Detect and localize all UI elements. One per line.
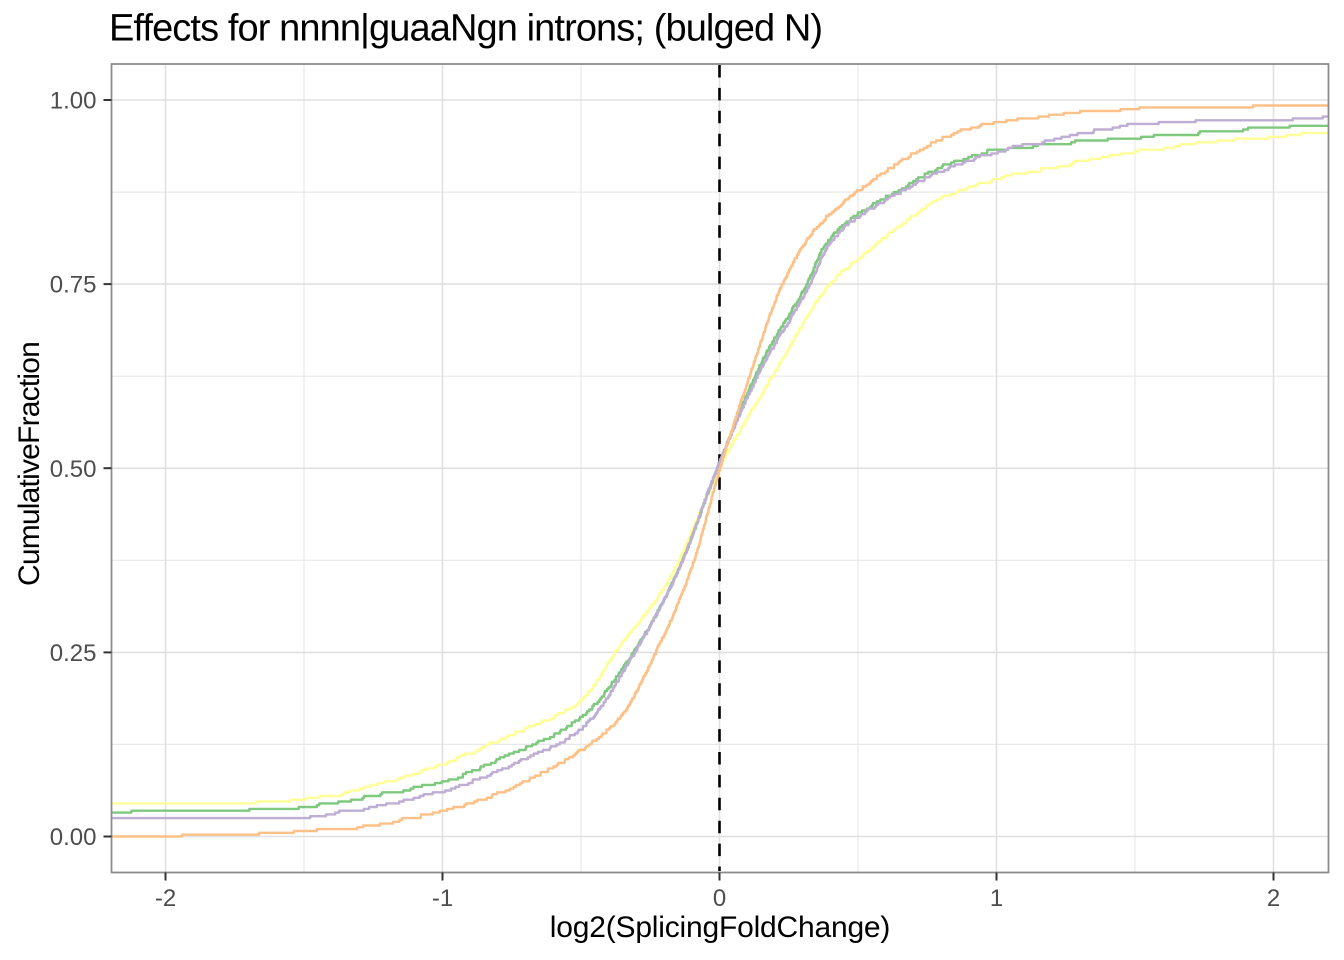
svg-text:-1: -1 — [432, 885, 453, 912]
svg-text:0: 0 — [713, 885, 726, 912]
svg-text:-2: -2 — [155, 885, 176, 912]
svg-text:0.50: 0.50 — [50, 456, 97, 483]
svg-text:0.75: 0.75 — [50, 272, 97, 299]
svg-text:log2(SplicingFoldChange): log2(SplicingFoldChange) — [550, 911, 890, 944]
svg-text:2: 2 — [1267, 885, 1280, 912]
svg-text:0.25: 0.25 — [50, 640, 97, 667]
svg-text:CumulativeFraction: CumulativeFraction — [13, 342, 46, 586]
svg-text:Effects for nnnn|guaaNgn intro: Effects for nnnn|guaaNgn introns; (bulge… — [109, 8, 822, 50]
svg-text:1.00: 1.00 — [50, 88, 97, 115]
svg-text:0.00: 0.00 — [50, 824, 97, 851]
svg-text:1: 1 — [990, 885, 1003, 912]
